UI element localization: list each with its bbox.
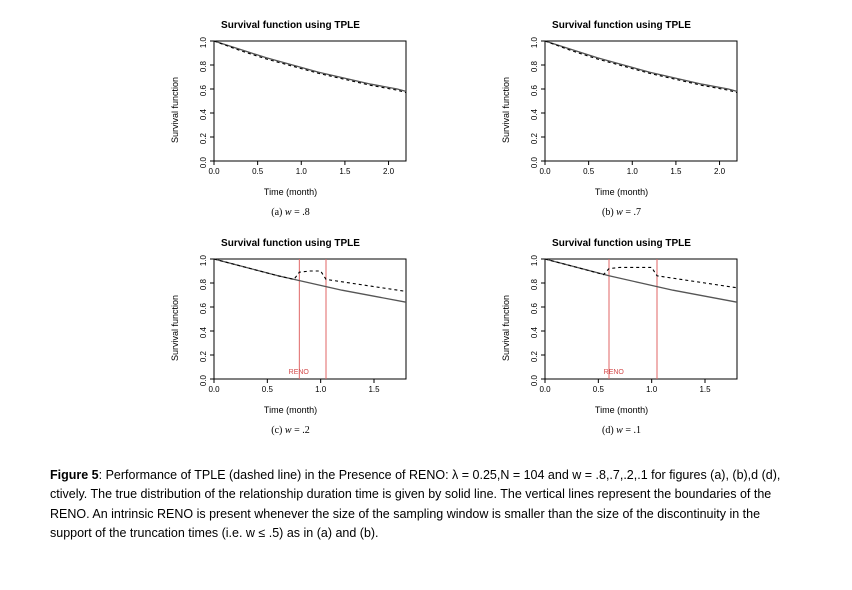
panel-c: Survival function using TPLE Survival fu… bbox=[170, 238, 412, 446]
chart-svg-c: 0.0 0.2 0.4 0.6 0.8 1.0 0.0 0.5 1.0 1.5 RENO bbox=[182, 253, 412, 403]
svg-text:0.2: 0.2 bbox=[199, 132, 208, 144]
chart-title: Survival function using TPLE bbox=[552, 20, 691, 31]
svg-text:1.5: 1.5 bbox=[670, 167, 682, 176]
chart-svg-d: 0.0 0.2 0.4 0.6 0.8 1.0 0.0 0.5 1.0 1.5 RENO bbox=[513, 253, 743, 403]
panel-d: Survival function using TPLE Survival fu… bbox=[501, 238, 743, 446]
svg-text:0.6: 0.6 bbox=[530, 302, 539, 314]
svg-text:0.4: 0.4 bbox=[199, 108, 208, 120]
x-axis-label: Time (month) bbox=[595, 187, 648, 197]
svg-text:RENO: RENO bbox=[288, 369, 309, 376]
chart-grid: Survival function using TPLE Survival fu… bbox=[140, 20, 772, 446]
figure-caption: Figure 5: Performance of TPLE (dashed li… bbox=[20, 466, 832, 544]
svg-text:0.0: 0.0 bbox=[199, 156, 208, 168]
svg-text:0.2: 0.2 bbox=[530, 350, 539, 362]
svg-text:1.5: 1.5 bbox=[699, 385, 711, 394]
svg-text:0.8: 0.8 bbox=[530, 60, 539, 72]
chart-title: Survival function using TPLE bbox=[221, 20, 360, 31]
svg-text:0.0: 0.0 bbox=[208, 385, 220, 394]
svg-text:1.0: 1.0 bbox=[295, 167, 307, 176]
x-axis-label: Time (month) bbox=[595, 405, 648, 415]
x-axis-label: Time (month) bbox=[264, 405, 317, 415]
figure-number: Figure 5 bbox=[50, 468, 99, 482]
svg-text:0.8: 0.8 bbox=[199, 60, 208, 72]
svg-text:0.0: 0.0 bbox=[539, 385, 551, 394]
subcaption-c: (c) w = .2 bbox=[271, 425, 309, 436]
chart-svg-a: 0.0 0.2 0.4 0.6 0.8 1.0 0.0 0.5 1.0 1.5 2.0 bbox=[182, 35, 412, 185]
y-axis-label: Survival function bbox=[501, 77, 511, 143]
svg-text:0.0: 0.0 bbox=[208, 167, 220, 176]
subcaption-a: (a) w = .8 bbox=[271, 207, 309, 218]
svg-text:0.2: 0.2 bbox=[530, 132, 539, 144]
y-axis-label: Survival function bbox=[170, 295, 180, 361]
chart-svg-b: 0.0 0.2 0.4 0.6 0.8 1.0 0.0 0.5 1.0 1.5 2.0 bbox=[513, 35, 743, 185]
svg-text:0.5: 0.5 bbox=[261, 385, 273, 394]
svg-text:0.2: 0.2 bbox=[199, 350, 208, 362]
subcaption-b: (b) w = .7 bbox=[602, 207, 641, 218]
svg-text:0.0: 0.0 bbox=[530, 374, 539, 386]
svg-text:2.0: 2.0 bbox=[382, 167, 394, 176]
panel-a: Survival function using TPLE Survival fu… bbox=[170, 20, 412, 228]
svg-text:1.0: 1.0 bbox=[646, 385, 658, 394]
chart-title: Survival function using TPLE bbox=[552, 238, 691, 249]
y-axis-label: Survival function bbox=[501, 295, 511, 361]
svg-text:1.5: 1.5 bbox=[339, 167, 351, 176]
svg-text:0.5: 0.5 bbox=[583, 167, 595, 176]
x-axis-label: Time (month) bbox=[264, 187, 317, 197]
svg-text:0.6: 0.6 bbox=[530, 84, 539, 96]
panel-b: Survival function using TPLE Survival fu… bbox=[501, 20, 743, 228]
y-axis-label: Survival function bbox=[170, 77, 180, 143]
svg-text:1.0: 1.0 bbox=[315, 385, 327, 394]
svg-text:2.0: 2.0 bbox=[713, 167, 725, 176]
svg-text:0.6: 0.6 bbox=[199, 302, 208, 314]
svg-text:0.4: 0.4 bbox=[530, 326, 539, 338]
svg-text:0.8: 0.8 bbox=[530, 278, 539, 290]
svg-text:0.5: 0.5 bbox=[592, 385, 604, 394]
svg-text:0.0: 0.0 bbox=[539, 167, 551, 176]
svg-text:0.4: 0.4 bbox=[530, 108, 539, 120]
svg-text:0.5: 0.5 bbox=[252, 167, 264, 176]
chart-title: Survival function using TPLE bbox=[221, 238, 360, 249]
svg-text:0.6: 0.6 bbox=[199, 84, 208, 96]
svg-text:0.0: 0.0 bbox=[530, 156, 539, 168]
svg-text:1.5: 1.5 bbox=[368, 385, 380, 394]
svg-text:RENO: RENO bbox=[603, 369, 624, 376]
svg-text:1.0: 1.0 bbox=[530, 254, 539, 266]
svg-text:1.0: 1.0 bbox=[199, 254, 208, 266]
caption-text: : Performance of TPLE (dashed line) in t… bbox=[50, 468, 780, 540]
svg-text:1.0: 1.0 bbox=[199, 36, 208, 48]
svg-text:1.0: 1.0 bbox=[530, 36, 539, 48]
subcaption-d: (d) w = .1 bbox=[602, 425, 641, 436]
svg-text:1.0: 1.0 bbox=[626, 167, 638, 176]
svg-text:0.4: 0.4 bbox=[199, 326, 208, 338]
svg-text:0.0: 0.0 bbox=[199, 374, 208, 386]
svg-text:0.8: 0.8 bbox=[199, 278, 208, 290]
